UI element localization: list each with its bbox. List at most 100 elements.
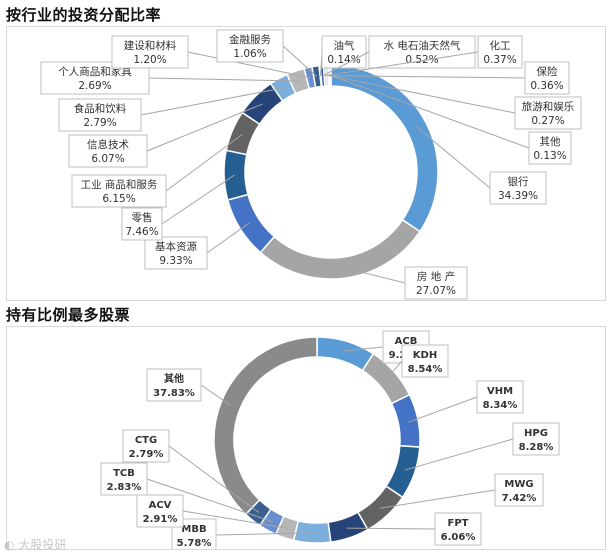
chart2-leader-8 [146,478,273,523]
chart2-leader-7 [182,510,288,529]
chart1-label-10: 油气 [334,39,355,52]
chart1-slice-1 [259,218,421,280]
chart1-panel: 银行 34.39% 房 地 产 27.07% 基本资源 9.33% 零售 7.46% 工业 商品… [6,26,606,301]
chart1-leader-7 [148,77,299,82]
chart1-value-13: 0.36% [530,80,563,92]
chart1-label-13: 保险 [537,65,558,78]
chart1-value-3: 7.46% [125,226,158,238]
stocks-donut-chart: ACB9.22%KDH8.54%VHM8.34%HPG8.28%MWG7.42%… [100,330,560,552]
chart2-title: 持有比例最多股票 [6,306,131,324]
chart2-value-10: 37.83% [153,388,195,399]
chart1-leader-9 [282,45,318,77]
watermark-logo-icon: ◐ [4,538,15,552]
chart1-value-9: 1.06% [233,48,266,60]
chart2-label-box-8 [100,462,148,496]
chart1-label-8: 建设和材料 [124,39,177,52]
watermark-text: 大股投研 [18,538,67,552]
chart1-leader-6 [140,87,284,116]
chart1-label-box-13 [524,61,570,95]
chart2-label-7: ACV [149,500,172,511]
chart2-value-4: 7.42% [502,493,537,504]
chart1-leader-4 [165,134,243,192]
chart2-label-1: KDH [413,350,437,361]
chart1-leader-0 [415,126,491,189]
chart1-label-box-14 [514,96,582,130]
chart2-slice-6 [292,519,332,544]
chart2-value-2: 8.34% [483,400,518,411]
chart1-leader-8 [187,51,311,79]
chart1-label-6: 食品和饮料 [74,102,127,115]
chart1-title: 按行业的投资分配比率 [6,6,162,24]
chart1-label-15: 其他 [540,135,561,148]
chart1-label-box-3 [121,207,163,241]
chart2-label-box-10 [146,368,202,402]
chart2-leader-5 [346,527,436,530]
chart1-label-0: 银行 [508,175,529,188]
chart1-value-5: 6.07% [91,153,124,165]
chart1-label-box-6 [58,98,142,132]
chart2-label-5: FPT [448,518,469,529]
chart2-value-9: 2.79% [129,449,164,460]
chart1-label-14: 旅游和娱乐 [522,100,575,113]
chart1-value-4: 6.15% [102,193,135,205]
chart1-slice-3 [223,149,249,201]
chart1-label-box-8 [111,35,189,69]
chart2-value-6: 5.78% [177,538,212,549]
chart1-leader-13 [327,75,526,79]
chart2-label-box-3 [512,422,560,456]
chart1-value-11: 0.52% [405,54,438,66]
chart1-label-box-10 [321,35,367,69]
chart1-label-3: 零售 [132,211,153,224]
chart2-label-6: MBB [181,524,206,535]
chart1-leader-11 [322,51,370,77]
chart1-value-15: 0.13% [533,150,566,162]
chart2-leader-10 [200,384,231,406]
chart1-label-12: 化工 [490,39,511,52]
chart1-leader-5 [146,103,263,152]
chart2-label-9: CTG [135,435,157,446]
chart2-label-box-5 [434,512,482,546]
chart1-label-1: 房 地 产 [417,270,455,283]
chart1-value-12: 0.37% [483,54,516,66]
chart2-label-box-4 [494,473,544,507]
chart1-label-box-15 [528,131,572,165]
chart1-leader-2 [206,222,250,254]
watermark: ◐ 大股投研 [4,536,66,553]
chart2-label-8: TCB [113,468,135,479]
chart1-value-1: 27.07% [416,285,456,297]
chart1-leader-15 [330,75,530,149]
chart1-value-8: 1.20% [133,54,166,66]
chart1-label-5: 信息技术 [87,138,129,151]
chart1-leader-1 [343,267,406,284]
chart2-leader-4 [380,489,496,509]
chart2-label-box-7 [136,494,184,528]
chart2-panel: ACB9.22%KDH8.54%VHM8.34%HPG8.28%MWG7.42%… [6,326,606,552]
chart2-label-box-1 [401,344,449,378]
chart2-leader-9 [168,445,260,513]
chart2-label-box-9 [122,429,170,463]
chart1-leader-3 [161,174,235,225]
chart1-slice-0 [330,64,439,233]
chart2-value-1: 8.54% [408,364,443,375]
chart2-label-3: HPG [524,428,548,439]
chart1-label-box-1 [404,266,468,300]
chart2-label-10: 其他 [164,372,184,385]
chart1-value-2: 9.33% [159,255,192,267]
chart1-label-2: 基本资源 [155,240,197,253]
chart1-value-0: 34.39% [498,190,538,202]
chart1-label-box-2 [144,236,208,270]
chart2-label-4: MWG [504,479,533,490]
chart2-leader-1 [386,360,403,379]
chart2-label-0: ACB [395,336,418,347]
industry-donut-chart: 银行 34.39% 房 地 产 27.07% 基本资源 9.33% 零售 7.46% 工业 商品… [40,29,582,300]
chart1-label-11: 水 电石油天然气 [384,39,461,52]
chart1-leader-12 [325,51,479,77]
chart1-label-box-0 [489,171,547,205]
chart2-leader-3 [404,438,514,471]
chart1-leader-14 [329,75,516,114]
chart1-label-box-9 [216,29,284,63]
chart2-value-3: 8.28% [519,442,554,453]
chart1-label-box-5 [68,134,148,168]
chart1-label-box-4 [71,174,167,208]
chart2-leader-0 [343,346,384,352]
